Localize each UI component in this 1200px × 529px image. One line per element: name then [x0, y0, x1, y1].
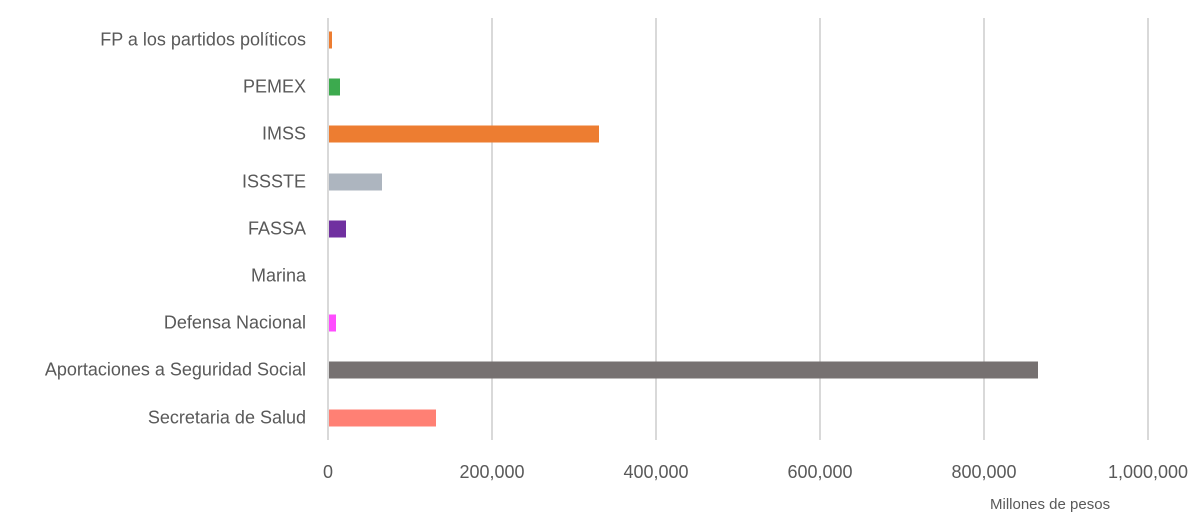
bar	[329, 220, 347, 238]
bar	[329, 314, 336, 332]
gridline	[491, 18, 493, 440]
category-label: Marina	[250, 265, 306, 286]
gridline	[655, 18, 657, 440]
x-tick-label: 400,000	[623, 462, 689, 482]
bar	[329, 361, 1039, 379]
category-label: Secretaria de Salud	[147, 407, 306, 428]
x-tick-label: 1,000,000	[1107, 462, 1189, 482]
bar	[329, 78, 341, 96]
x-axis-label: Millones de pesos	[990, 496, 1111, 513]
x-tick-label: 0	[322, 462, 334, 482]
category-label: FASSA	[247, 218, 306, 239]
category-label: Aportaciones a Seguridad Social	[44, 359, 306, 380]
x-tick-label: 800,000	[951, 462, 1017, 482]
category-label: PEMEX	[242, 76, 306, 97]
x-tick-label: 200,000	[459, 462, 525, 482]
bar	[329, 409, 436, 427]
gridline	[983, 18, 985, 440]
bar	[329, 125, 599, 143]
bar	[329, 173, 383, 191]
category-label: Defensa Nacional	[163, 312, 306, 333]
category-label: FP a los partidos políticos	[100, 29, 306, 50]
category-label: ISSSTE	[241, 171, 306, 192]
gridline	[819, 18, 821, 440]
gridline	[1147, 18, 1149, 440]
bar	[329, 31, 333, 49]
gridline	[327, 18, 329, 440]
x-tick-label: 600,000	[787, 462, 853, 482]
category-label: IMSS	[261, 123, 306, 144]
